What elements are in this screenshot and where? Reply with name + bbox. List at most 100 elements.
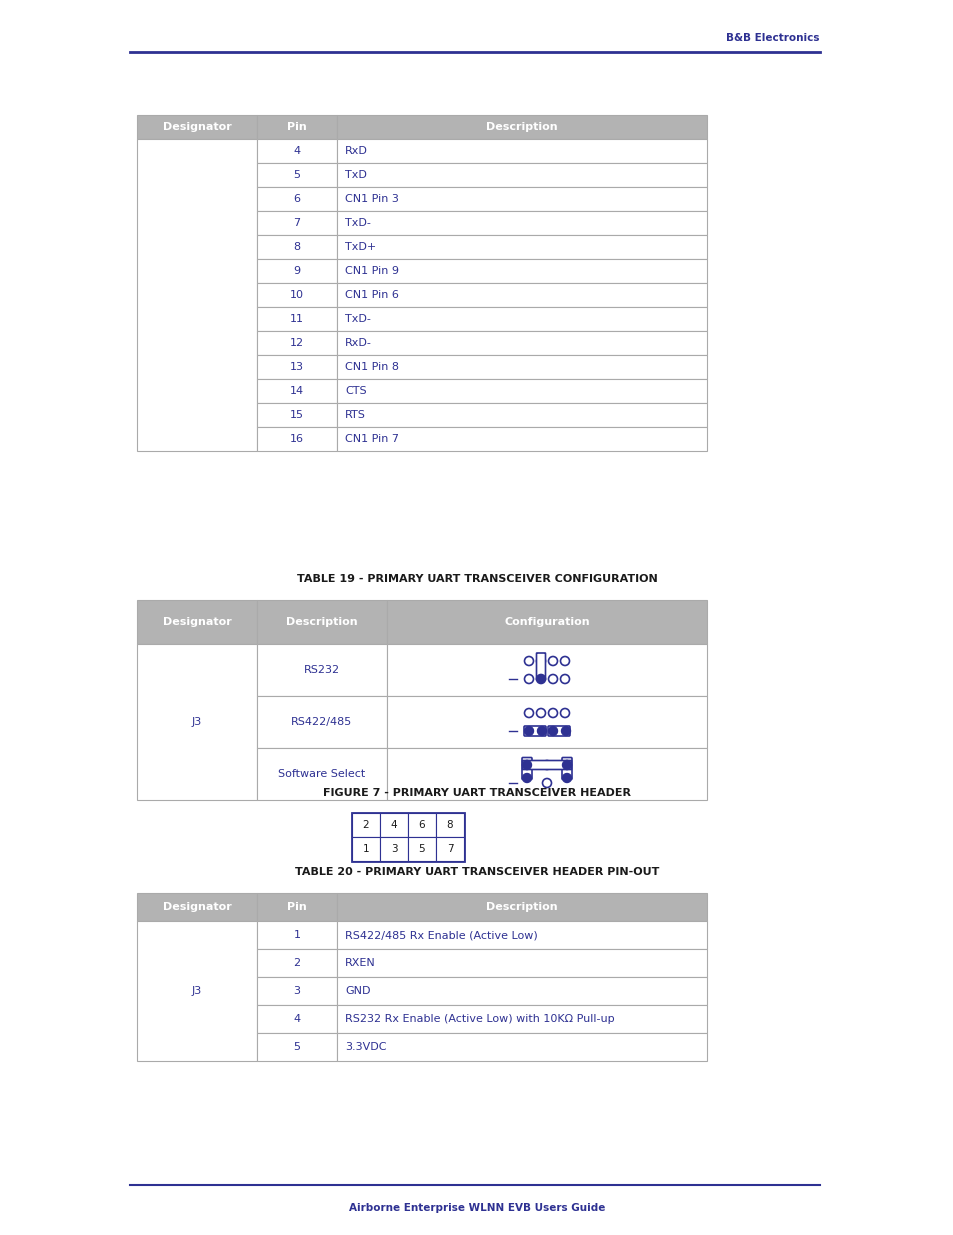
Text: RS232: RS232: [304, 664, 339, 676]
Text: J3: J3: [192, 718, 202, 727]
Text: TABLE 19 - PRIMARY UART TRANSCEIVER CONFIGURATION: TABLE 19 - PRIMARY UART TRANSCEIVER CONF…: [296, 574, 657, 584]
Bar: [256, 748, 387, 800]
Bar: [436, 837, 463, 861]
FancyBboxPatch shape: [521, 757, 532, 779]
Bar: [336, 379, 706, 403]
Text: J3: J3: [192, 986, 202, 995]
Text: Pin: Pin: [287, 902, 307, 911]
Text: 3: 3: [391, 844, 396, 853]
Bar: [336, 163, 706, 186]
Text: 1: 1: [362, 844, 369, 853]
Text: 1: 1: [294, 930, 300, 940]
Circle shape: [561, 726, 570, 736]
Text: RxD: RxD: [345, 146, 368, 156]
Text: 5: 5: [418, 844, 425, 853]
Text: TxD+: TxD+: [345, 242, 375, 252]
Bar: [336, 977, 706, 1005]
Text: TABLE 20 - PRIMARY UART TRANSCEIVER HEADER PIN-OUT: TABLE 20 - PRIMARY UART TRANSCEIVER HEAD…: [294, 867, 659, 877]
Text: 7: 7: [446, 844, 453, 853]
Bar: [336, 259, 706, 283]
Bar: [256, 600, 387, 643]
Text: 5: 5: [294, 170, 300, 180]
Text: 16: 16: [290, 433, 304, 445]
Circle shape: [522, 761, 531, 769]
Text: FIGURE 7 - PRIMARY UART TRANSCEIVER HEADER: FIGURE 7 - PRIMARY UART TRANSCEIVER HEAD…: [323, 788, 630, 798]
Circle shape: [562, 761, 571, 769]
Bar: [336, 354, 706, 379]
Text: 4: 4: [391, 820, 396, 830]
Circle shape: [562, 773, 571, 783]
Bar: [137, 600, 256, 643]
Text: 5: 5: [294, 1042, 300, 1052]
Text: CN1 Pin 6: CN1 Pin 6: [345, 290, 398, 300]
Text: CN1 Pin 3: CN1 Pin 3: [345, 194, 398, 204]
Bar: [387, 600, 706, 643]
Bar: [256, 186, 336, 211]
Bar: [352, 813, 379, 837]
Text: RS422/485: RS422/485: [291, 718, 353, 727]
Text: Designator: Designator: [162, 902, 232, 911]
Text: CN1 Pin 8: CN1 Pin 8: [345, 362, 398, 372]
Text: Description: Description: [486, 902, 558, 911]
Text: Description: Description: [486, 122, 558, 132]
Bar: [256, 259, 336, 283]
Text: 6: 6: [418, 820, 425, 830]
FancyBboxPatch shape: [536, 653, 545, 680]
Bar: [256, 283, 336, 308]
Circle shape: [536, 657, 545, 666]
Bar: [336, 893, 706, 921]
Text: 9: 9: [294, 266, 300, 275]
Bar: [256, 697, 387, 748]
Bar: [256, 643, 387, 697]
Bar: [336, 403, 706, 427]
FancyBboxPatch shape: [561, 757, 572, 779]
Bar: [387, 643, 706, 697]
Bar: [336, 308, 706, 331]
Bar: [336, 921, 706, 948]
Circle shape: [522, 761, 531, 769]
Bar: [137, 115, 256, 140]
Bar: [379, 837, 408, 861]
Bar: [336, 211, 706, 235]
Text: 8: 8: [294, 242, 300, 252]
Circle shape: [524, 726, 533, 736]
Bar: [256, 163, 336, 186]
Bar: [336, 427, 706, 451]
Bar: [387, 697, 706, 748]
Bar: [256, 308, 336, 331]
Bar: [137, 140, 256, 451]
Circle shape: [562, 761, 571, 769]
FancyBboxPatch shape: [523, 726, 545, 736]
Text: 11: 11: [290, 314, 304, 324]
Bar: [387, 748, 706, 800]
Text: 3.3VDC: 3.3VDC: [345, 1042, 386, 1052]
Text: Description: Description: [286, 618, 357, 627]
Bar: [256, 140, 336, 163]
Text: Designator: Designator: [162, 122, 232, 132]
Text: 6: 6: [294, 194, 300, 204]
Text: Configuration: Configuration: [503, 618, 589, 627]
Bar: [256, 115, 336, 140]
Bar: [336, 331, 706, 354]
Bar: [352, 837, 379, 861]
Text: RxD-: RxD-: [345, 338, 372, 348]
Text: RS422/485 Rx Enable (Active Low): RS422/485 Rx Enable (Active Low): [345, 930, 537, 940]
Text: CN1 Pin 7: CN1 Pin 7: [345, 433, 398, 445]
Text: TxD-: TxD-: [345, 219, 371, 228]
Bar: [256, 379, 336, 403]
Bar: [256, 403, 336, 427]
Text: Airborne Enterprise WLNN EVB Users Guide: Airborne Enterprise WLNN EVB Users Guide: [349, 1203, 604, 1213]
Text: Software Select: Software Select: [278, 769, 365, 779]
Bar: [256, 948, 336, 977]
Text: RXEN: RXEN: [345, 958, 375, 968]
Bar: [379, 813, 408, 837]
Text: 14: 14: [290, 387, 304, 396]
Bar: [256, 1005, 336, 1032]
Bar: [256, 211, 336, 235]
Bar: [256, 354, 336, 379]
Bar: [256, 1032, 336, 1061]
Circle shape: [537, 726, 546, 736]
Bar: [352, 813, 463, 861]
Text: 2: 2: [362, 820, 369, 830]
Text: 13: 13: [290, 362, 304, 372]
